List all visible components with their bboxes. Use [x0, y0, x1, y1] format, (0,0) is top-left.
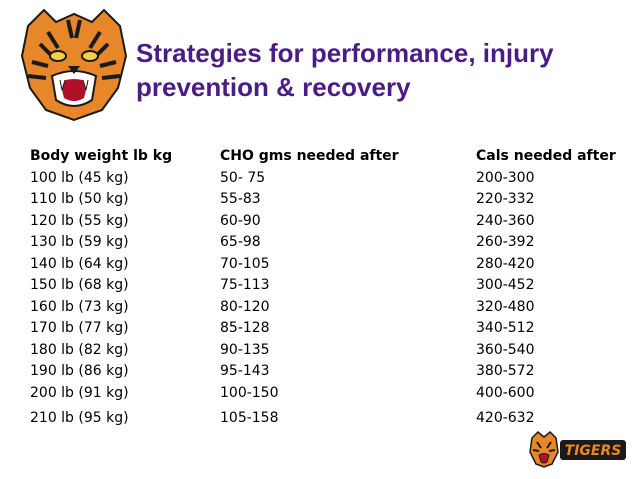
table-row: 200 lb (91 kg) 100-150 400-600 [30, 383, 620, 405]
cell-cals: 280-420 [476, 255, 535, 272]
cell-cho: 100-150 [220, 384, 279, 401]
table-row: 210 lb (95 kg) 105-158 420-632 [30, 408, 620, 430]
cell-weight: 150 lb (68 kg) [30, 277, 129, 293]
cell-cho: 80-120 [220, 298, 270, 315]
cell-cho: 70-105 [220, 255, 270, 272]
cell-weight: 100 lb (45 kg) [30, 169, 129, 186]
table-row: 180 lb (82 kg) 90-135 360-540 [30, 340, 620, 362]
table-row: 100 lb (45 kg) 50- 75 200-300 [30, 168, 620, 190]
cell-weight: 170 lb (77 kg) [30, 320, 129, 336]
cell-cho: 55-83 [220, 191, 261, 207]
cell-cals: 220-332 [476, 191, 535, 207]
header-cals: Cals needed after [476, 148, 616, 164]
cell-weight: 140 lb (64 kg) [30, 255, 129, 272]
table-row: 120 lb (55 kg) 60-90 240-360 [30, 211, 620, 233]
table-header: Body weight lb kg CHO gms needed after C… [30, 146, 620, 168]
cell-cho: 50- 75 [220, 169, 266, 186]
cell-weight: 130 lb (59 kg) [30, 234, 129, 250]
cell-weight: 200 lb (91 kg) [30, 384, 129, 401]
table-row: 110 lb (50 kg) 55-83 220-332 [30, 189, 620, 211]
table-row: 130 lb (59 kg) 65-98 260-392 [30, 232, 620, 254]
cell-weight: 120 lb (55 kg) [30, 212, 129, 229]
tigers-logo-text: TIGERS [565, 443, 622, 459]
title-line-2: prevention & recovery [136, 72, 411, 102]
slide-title: Strategies for performance, injury preve… [136, 36, 626, 104]
table-row: 160 lb (73 kg) 80-120 320-480 [30, 297, 620, 319]
cell-weight: 190 lb (86 kg) [30, 363, 129, 379]
header-body-weight: Body weight lb kg [30, 148, 173, 164]
cell-cho: 60-90 [220, 212, 261, 229]
table-row: 150 lb (68 kg) 75-113 300-452 [30, 275, 620, 297]
cell-cho: 85-128 [220, 320, 270, 336]
cell-cho: 90-135 [220, 341, 270, 358]
cell-cals: 360-540 [476, 341, 535, 358]
table-row: 190 lb (86 kg) 95-143 380-572 [30, 361, 620, 383]
weight-table: Body weight lb kg CHO gms needed after C… [30, 146, 620, 430]
table-row: 140 lb (64 kg) 70-105 280-420 [30, 254, 620, 276]
cell-cals: 200-300 [476, 169, 535, 186]
cell-cals: 260-392 [476, 234, 535, 250]
cell-cho: 65-98 [220, 234, 261, 250]
cell-cals: 340-512 [476, 320, 535, 336]
cell-cho: 75-113 [220, 277, 270, 293]
cell-weight: 210 lb (95 kg) [30, 410, 129, 426]
cell-cals: 400-600 [476, 384, 535, 401]
cell-cho: 105-158 [220, 410, 279, 426]
tiger-logo [20, 8, 128, 122]
title-line-1: Strategies for performance, injury [136, 38, 554, 68]
cell-cals: 320-480 [476, 298, 535, 315]
cell-weight: 180 lb (82 kg) [30, 341, 129, 358]
cell-cho: 95-143 [220, 363, 270, 379]
cell-cals: 300-452 [476, 277, 535, 293]
tigers-logo: TIGERS [529, 430, 626, 468]
header-cho: CHO gms needed after [220, 148, 399, 164]
cell-cals: 380-572 [476, 363, 535, 379]
cell-weight: 160 lb (73 kg) [30, 298, 129, 315]
cell-cals: 420-632 [476, 410, 535, 426]
cell-weight: 110 lb (50 kg) [30, 191, 129, 207]
table-row: 170 lb (77 kg) 85-128 340-512 [30, 318, 620, 340]
cell-cals: 240-360 [476, 212, 535, 229]
